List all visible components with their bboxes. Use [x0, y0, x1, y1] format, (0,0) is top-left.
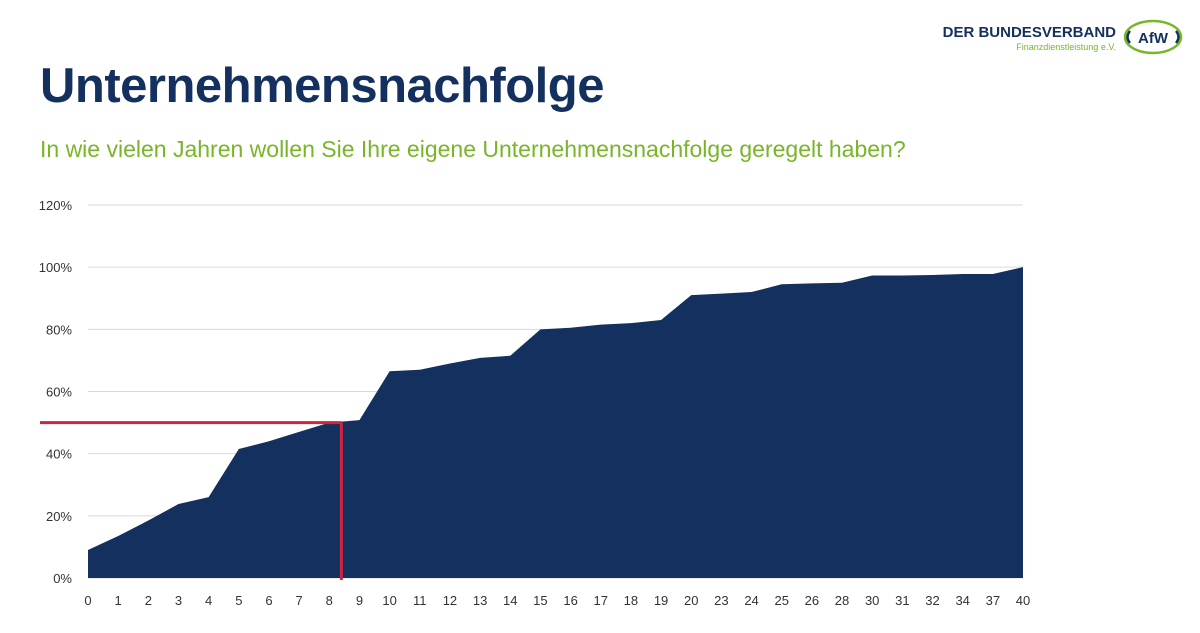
- x-tick-label: 9: [356, 593, 363, 608]
- x-tick-label: 37: [986, 593, 1000, 608]
- x-tick-label: 19: [654, 593, 668, 608]
- y-tick-label: 0%: [53, 571, 72, 586]
- y-tick-label: 60%: [46, 385, 72, 400]
- afw-logo-icon: AfW: [1123, 19, 1183, 55]
- x-tick-label: 12: [443, 593, 457, 608]
- page-title: Unternehmensnachfolge: [40, 59, 604, 113]
- page-subtitle: In wie vielen Jahren wollen Sie Ihre eig…: [40, 136, 906, 162]
- x-tick-label: 18: [624, 593, 638, 608]
- x-tick-label: 26: [805, 593, 819, 608]
- x-tick-label: 16: [563, 593, 577, 608]
- x-tick-label: 28: [835, 593, 849, 608]
- x-tick-label: 30: [865, 593, 879, 608]
- y-tick-label: 100%: [39, 260, 73, 275]
- x-tick-label: 23: [714, 593, 728, 608]
- y-tick-label: 80%: [46, 322, 72, 337]
- x-tick-label: 0: [84, 593, 91, 608]
- x-tick-label: 4: [205, 593, 212, 608]
- svg-text:AfW: AfW: [1138, 30, 1169, 47]
- logo-subtitle: Finanzdienstleistung e.V.: [1016, 42, 1116, 52]
- x-tick-label: 20: [684, 593, 698, 608]
- x-tick-label: 11: [413, 593, 427, 608]
- x-tick-label: 25: [774, 593, 788, 608]
- x-tick-label: 17: [594, 593, 608, 608]
- y-tick-label: 40%: [46, 447, 72, 462]
- x-tick-label: 1: [115, 593, 122, 608]
- y-tick-label: 120%: [39, 198, 73, 213]
- cumulative-area: [88, 267, 1023, 578]
- x-tick-label: 24: [744, 593, 758, 608]
- x-tick-label: 13: [473, 593, 487, 608]
- x-tick-label: 8: [326, 593, 333, 608]
- x-tick-label: 6: [265, 593, 272, 608]
- x-tick-label: 14: [503, 593, 517, 608]
- y-tick-label: 20%: [46, 509, 72, 524]
- x-tick-label: 7: [296, 593, 303, 608]
- logo-name: DER BUNDESVERBAND: [942, 24, 1116, 41]
- x-tick-label: 5: [235, 593, 242, 608]
- x-tick-label: 34: [955, 593, 969, 608]
- brand-logo: DER BUNDESVERBAND Finanzdienstleistung e…: [943, 14, 1190, 60]
- x-tick-label: 32: [925, 593, 939, 608]
- x-tick-label: 2: [145, 593, 152, 608]
- x-tick-label: 10: [382, 593, 396, 608]
- x-tick-label: 31: [895, 593, 909, 608]
- x-tick-label: 40: [1016, 593, 1030, 608]
- x-tick-label: 3: [175, 593, 182, 608]
- x-tick-label: 15: [533, 593, 547, 608]
